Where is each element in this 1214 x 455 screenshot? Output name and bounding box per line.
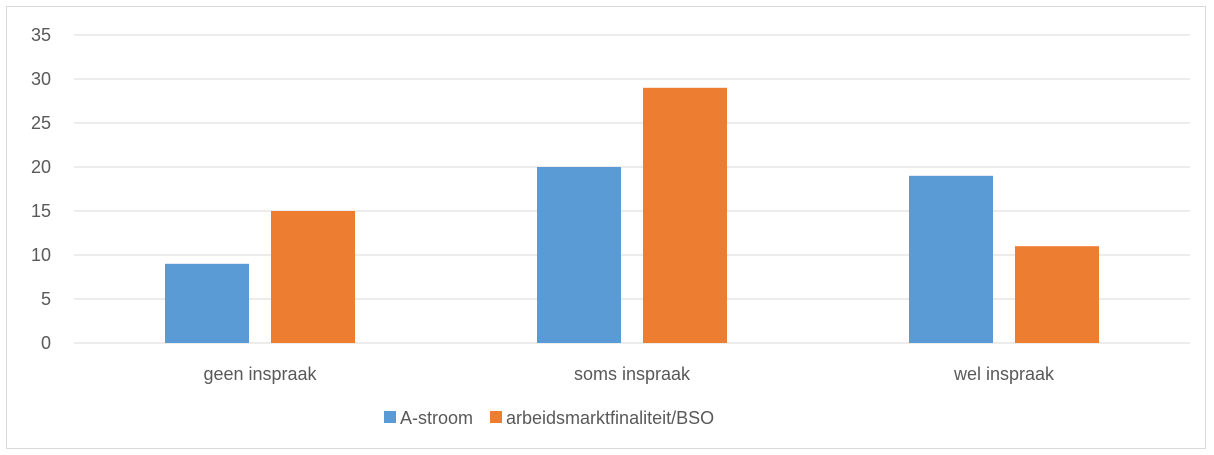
bar-a-stroom-3: [909, 175, 993, 343]
y-tick-label: 10: [31, 245, 51, 265]
y-tick-label: 0: [41, 333, 51, 353]
legend-label: arbeidsmarktfinaliteit/BSO: [506, 408, 714, 428]
y-tick-label: 5: [41, 289, 51, 309]
bar-bso-3: [1015, 246, 1099, 343]
bar-bso-1: [271, 211, 355, 343]
y-tick-label: 20: [31, 157, 51, 177]
x-axis-categories: geen inspraak soms inspraak wel inspraak: [203, 364, 1055, 384]
gridlines: [74, 34, 1190, 344]
bar-a-stroom-1: [165, 263, 249, 343]
legend-swatch: [384, 411, 396, 423]
legend-swatch: [490, 411, 503, 423]
x-category-label: geen inspraak: [203, 364, 317, 384]
y-tick-label: 30: [31, 69, 51, 89]
y-tick-label: 25: [31, 113, 51, 133]
bar-a-stroom-2: [537, 167, 621, 343]
legend-label: A-stroom: [400, 408, 473, 428]
x-category-label: soms inspraak: [574, 364, 691, 384]
legend: A-stroom arbeidsmarktfinaliteit/BSO: [384, 408, 714, 428]
y-tick-label: 35: [31, 25, 51, 45]
y-axis-ticks: 0 5 10 15 20 25 30 35: [31, 25, 51, 353]
bars: [165, 87, 1099, 343]
x-category-label: wel inspraak: [953, 364, 1055, 384]
bar-bso-2: [643, 87, 727, 343]
y-tick-label: 15: [31, 201, 51, 221]
